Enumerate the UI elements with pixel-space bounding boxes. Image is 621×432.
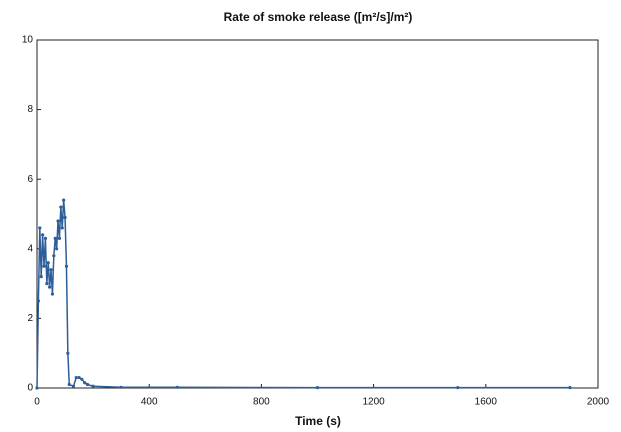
chart-title: Rate of smoke release ([m²/s]/m²) (224, 10, 413, 24)
plot-frame (36, 39, 599, 389)
data-point (315, 386, 320, 390)
data-point (64, 264, 69, 268)
data-point (39, 275, 43, 279)
y-tick-label: 0 (27, 383, 33, 394)
data-point (45, 282, 49, 286)
x-tick-label: 0 (34, 397, 40, 408)
data-point (50, 292, 55, 296)
data-point (38, 226, 42, 230)
data-point (568, 386, 572, 390)
data-point (456, 386, 460, 390)
x-tick-label: 800 (253, 397, 270, 408)
data-point (42, 264, 46, 268)
data-line (36, 200, 570, 389)
data-point (35, 386, 39, 390)
data-point (43, 236, 48, 240)
data-point (60, 226, 64, 230)
data-point (175, 385, 179, 389)
data-point (57, 236, 62, 240)
data-point (62, 198, 66, 202)
data-point (53, 236, 57, 240)
data-point (119, 385, 123, 389)
data-point (48, 285, 52, 289)
data-point (83, 381, 87, 385)
data-point (52, 254, 56, 258)
y-tick-label: 2 (27, 313, 33, 324)
data-point (74, 375, 78, 380)
data-point (67, 382, 71, 387)
y-tick-label: 8 (27, 104, 33, 115)
data-point (36, 299, 41, 303)
x-tick-label: 1200 (362, 397, 385, 408)
y-tick-label: 4 (27, 243, 33, 254)
data-point (66, 351, 70, 355)
x-tick-label: 400 (141, 397, 158, 408)
y-tick-label: 10 (22, 35, 34, 46)
data-point (41, 233, 45, 237)
data-point (71, 384, 76, 388)
data-point (46, 261, 50, 265)
data-point (56, 219, 60, 223)
data-point (59, 205, 63, 209)
data-point (77, 375, 81, 380)
x-axis-label: Time (s) (295, 414, 341, 428)
data-point (85, 382, 90, 387)
x-tick-label: 2000 (587, 397, 610, 408)
data-point (55, 247, 59, 251)
data-point (49, 268, 53, 272)
data-point (63, 215, 67, 220)
x-tick-label: 1600 (475, 397, 498, 408)
data-point (80, 377, 84, 381)
data-point (91, 384, 95, 388)
y-tick-label: 6 (27, 174, 33, 185)
